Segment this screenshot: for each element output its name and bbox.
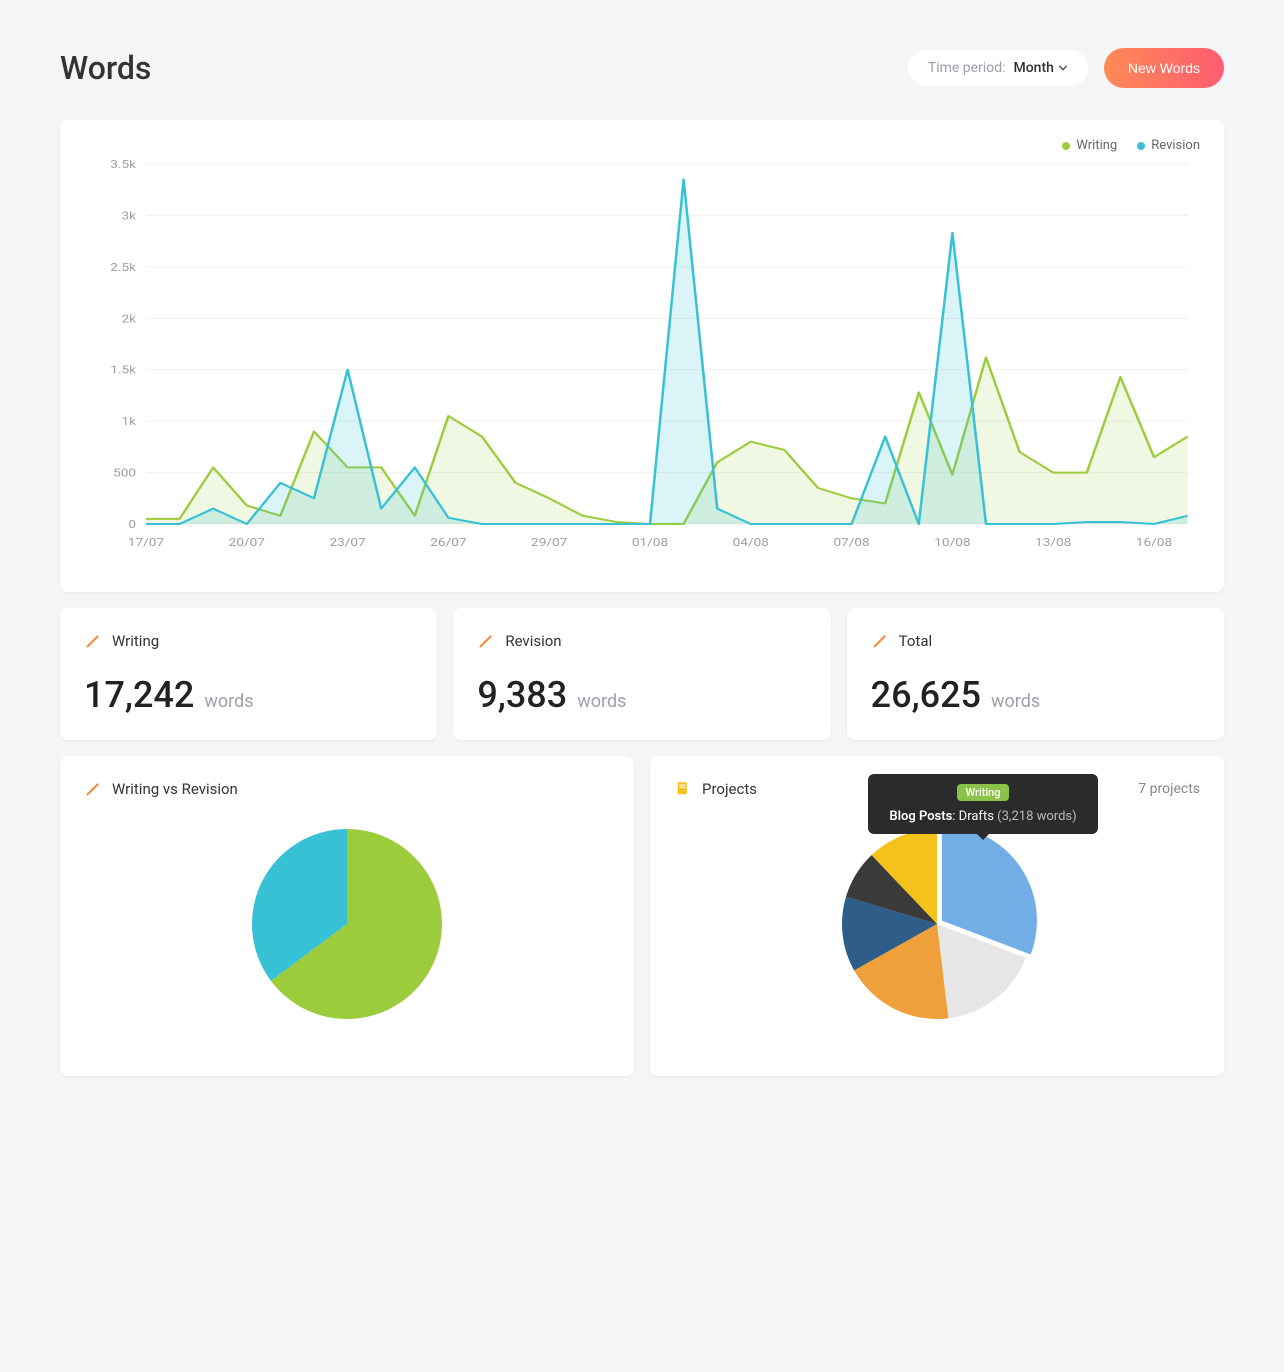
stat-unit: words xyxy=(204,691,253,712)
svg-text:1.5k: 1.5k xyxy=(110,365,137,377)
projects-card: Writing Blog Posts: Drafts (3,218 words)… xyxy=(650,756,1224,1076)
tooltip-status: Drafts xyxy=(959,809,994,824)
stat-title: Revision xyxy=(505,632,561,650)
document-icon xyxy=(674,780,692,798)
svg-text:17/07: 17/07 xyxy=(128,537,164,549)
legend-item[interactable]: Revision xyxy=(1137,138,1200,153)
pie-title: Projects xyxy=(702,780,757,798)
stat-title: Writing xyxy=(112,632,159,650)
svg-text:04/08: 04/08 xyxy=(733,537,769,549)
projects-count: 7 projects xyxy=(1138,781,1200,797)
svg-text:07/08: 07/08 xyxy=(833,537,869,549)
svg-text:2k: 2k xyxy=(122,313,137,325)
pencil-icon xyxy=(84,632,102,650)
time-period-selector[interactable]: Time period: Month xyxy=(908,50,1088,86)
svg-text:3.5k: 3.5k xyxy=(110,159,137,171)
pie-tooltip: Writing Blog Posts: Drafts (3,218 words) xyxy=(868,774,1098,834)
stat-card: Writing 17,242 words xyxy=(60,608,437,740)
pencil-icon xyxy=(477,632,495,650)
legend-dot-icon xyxy=(1062,142,1070,150)
tooltip-project: Blog Posts xyxy=(889,809,952,824)
svg-text:26/07: 26/07 xyxy=(430,537,466,549)
svg-text:01/08: 01/08 xyxy=(632,537,668,549)
tooltip-count: (3,218 words) xyxy=(997,809,1077,824)
svg-text:500: 500 xyxy=(113,468,136,480)
svg-text:20/07: 20/07 xyxy=(229,537,265,549)
words-line-chart: 0 500 1k 1.5k 2k 2.5k 3k 3.5k 17/07 20/07 23/07 26/… xyxy=(84,144,1200,564)
svg-text:1k: 1k xyxy=(122,416,137,428)
stat-value: 17,242 xyxy=(84,674,194,716)
pie-title: Writing vs Revision xyxy=(112,780,238,798)
svg-text:2.5k: 2.5k xyxy=(110,262,137,274)
stat-value: 26,625 xyxy=(871,674,981,716)
tooltip-badge: Writing xyxy=(957,784,1008,801)
projects-pie xyxy=(837,824,1037,1024)
legend-item[interactable]: Writing xyxy=(1062,138,1117,153)
writing-vs-revision-pie xyxy=(247,824,447,1024)
svg-text:16/08: 16/08 xyxy=(1136,537,1172,549)
time-period-label: Time period: xyxy=(928,60,1006,76)
stat-unit: words xyxy=(991,691,1040,712)
legend-label: Revision xyxy=(1151,138,1200,153)
pencil-icon xyxy=(84,780,102,798)
svg-text:13/08: 13/08 xyxy=(1035,537,1071,549)
svg-text:10/08: 10/08 xyxy=(934,537,970,549)
legend-label: Writing xyxy=(1076,138,1117,153)
stat-card: Revision 9,383 words xyxy=(453,608,830,740)
svg-text:3k: 3k xyxy=(122,211,137,223)
time-period-value: Month xyxy=(1013,60,1067,76)
stat-title: Total xyxy=(899,632,933,650)
page-title: Words xyxy=(60,49,151,87)
stat-unit: words xyxy=(577,691,626,712)
new-words-button[interactable]: New Words xyxy=(1104,48,1224,88)
svg-text:29/07: 29/07 xyxy=(531,537,567,549)
svg-text:23/07: 23/07 xyxy=(329,537,365,549)
legend-dot-icon xyxy=(1137,142,1145,150)
stat-value: 9,383 xyxy=(477,674,567,716)
main-chart-card: Writing Revision 0 500 1k 1.5k 2k 2.5k 3k 3.5k 17… xyxy=(60,120,1224,592)
chart-legend: Writing Revision xyxy=(1062,138,1200,153)
svg-text:0: 0 xyxy=(128,519,136,531)
pencil-icon xyxy=(871,632,889,650)
chevron-down-icon xyxy=(1058,63,1068,73)
stat-card: Total 26,625 words xyxy=(847,608,1224,740)
writing-vs-revision-card: Writing vs Revision xyxy=(60,756,634,1076)
